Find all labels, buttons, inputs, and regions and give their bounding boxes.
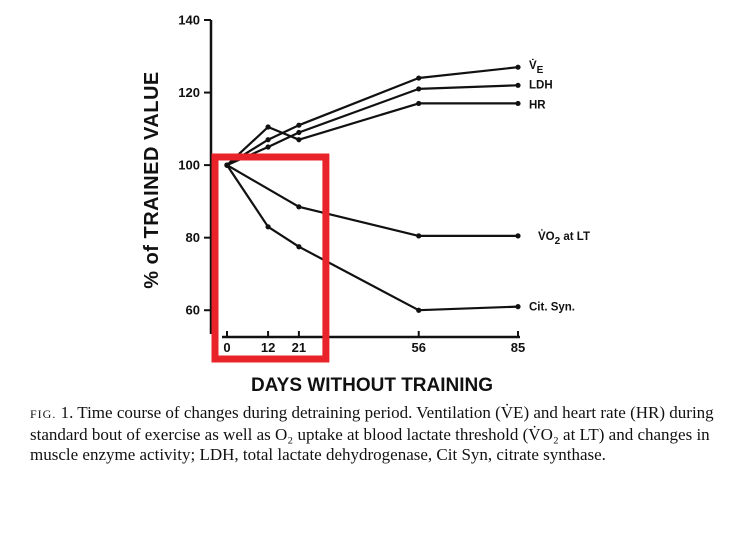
y-tick-label-120: 120 bbox=[178, 85, 200, 100]
data-point-1-1 bbox=[265, 144, 271, 150]
data-point-4-3 bbox=[416, 307, 422, 313]
x-tick-label-12: 12 bbox=[261, 340, 275, 355]
highlight-box bbox=[211, 153, 330, 363]
data-point-1-3 bbox=[416, 86, 422, 92]
series-line-0 bbox=[226, 66, 519, 167]
data-point-3-2 bbox=[416, 233, 422, 239]
data-point-4-1 bbox=[265, 224, 271, 230]
figure-caption: FIG. 1. Time course of changes during de… bbox=[30, 403, 730, 466]
data-point-4-0 bbox=[224, 162, 230, 168]
series-line-4 bbox=[226, 164, 519, 312]
data-point-2-2 bbox=[296, 137, 302, 143]
data-point-1-2 bbox=[296, 129, 302, 136]
x-axis-label: DAYS WITHOUT TRAINING bbox=[251, 375, 493, 396]
y-tick-label-140: 140 bbox=[178, 13, 200, 28]
data-point-0-2 bbox=[296, 122, 302, 128]
data-point-1-4 bbox=[515, 82, 521, 88]
series-label-3: V̇O2 at LT bbox=[538, 230, 590, 247]
series-label-2: HR bbox=[529, 99, 546, 111]
data-point-3-1 bbox=[296, 204, 302, 210]
data-point-0-4 bbox=[515, 64, 521, 70]
data-point-3-3 bbox=[515, 233, 521, 239]
data-point-2-1 bbox=[265, 124, 271, 130]
line-chart: 60 80 100 120 140 0 12 21 56 85 V̇E LDH HR V̇O2 at L… bbox=[141, 13, 590, 397]
caption-text: 1. Time course of changes during detrain… bbox=[30, 403, 714, 464]
series-label-0: V̇E bbox=[529, 60, 544, 77]
y-tick-label-80: 80 bbox=[186, 230, 200, 245]
x-tick-label-21: 21 bbox=[292, 340, 306, 355]
data-point-0-1 bbox=[265, 137, 271, 143]
data-point-4-4 bbox=[515, 304, 521, 310]
x-tick-label-85: 85 bbox=[511, 340, 525, 355]
ticks: 60 80 100 120 140 0 12 21 56 85 bbox=[178, 13, 525, 356]
series-label-4: Cit. Syn. bbox=[529, 302, 575, 314]
y-tick-label-60: 60 bbox=[186, 303, 200, 318]
series-labels: V̇E LDH HR V̇O2 at LT Cit. Syn. bbox=[529, 60, 590, 314]
data-point-2-3 bbox=[416, 100, 422, 107]
data-point-4-2 bbox=[296, 244, 302, 250]
data-point-0-3 bbox=[416, 75, 422, 81]
y-axis-label: % of TRAINED VALUE bbox=[141, 71, 163, 289]
x-tick-label-0: 0 bbox=[223, 340, 230, 355]
data-point-2-4 bbox=[515, 100, 521, 107]
series-label-1: LDH bbox=[529, 79, 553, 91]
y-tick-label-100: 100 bbox=[178, 158, 200, 173]
series-line-3 bbox=[226, 164, 518, 237]
series-lines bbox=[224, 64, 521, 313]
caption-prefix: FIG. bbox=[30, 407, 57, 421]
axes bbox=[209, 20, 520, 339]
x-tick-label-56: 56 bbox=[411, 340, 425, 355]
